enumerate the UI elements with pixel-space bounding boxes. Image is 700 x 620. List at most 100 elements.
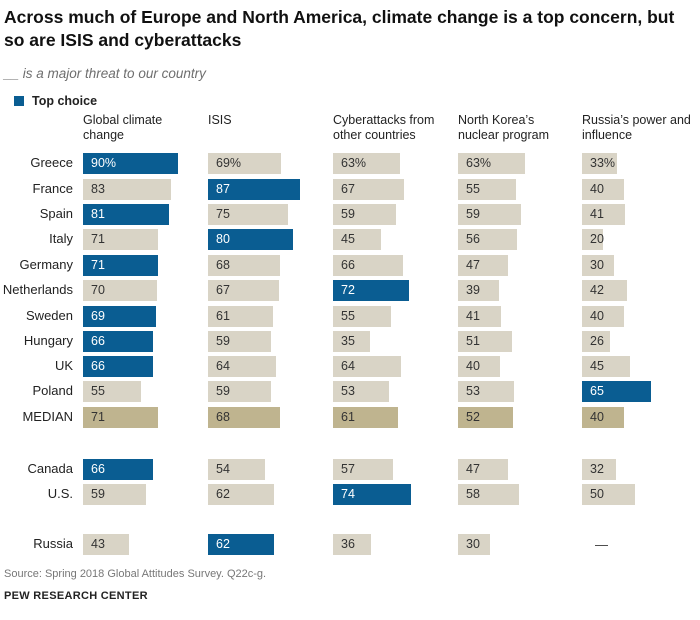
row-label: France <box>32 181 73 196</box>
bar <box>458 204 521 225</box>
bar-value-label: 70 <box>91 283 105 297</box>
bar-median <box>458 407 513 428</box>
bar <box>582 280 627 301</box>
bar <box>83 280 157 301</box>
bar <box>582 306 624 327</box>
bar <box>83 179 171 200</box>
bar-top-choice <box>582 381 651 402</box>
column-header: North Korea’s nuclear program <box>458 113 550 142</box>
bar <box>458 381 514 402</box>
row-label: Poland <box>32 383 73 398</box>
bar-value-label: 56 <box>466 232 480 246</box>
bar-value-label: 26 <box>590 334 604 348</box>
bar-value-label: 42 <box>590 283 604 297</box>
bar-value-label: 43 <box>91 537 105 551</box>
bar-median <box>582 407 624 428</box>
bar-value-label: 65 <box>590 384 604 398</box>
bar-top-choice <box>333 484 411 505</box>
row-label: U.S. <box>47 486 73 501</box>
bar <box>458 306 501 327</box>
bar-value-label: 33% <box>590 156 616 170</box>
bar-value-label: 61 <box>216 309 230 323</box>
bar <box>458 153 525 174</box>
bar-value-label: 51 <box>466 334 480 348</box>
bar <box>582 153 617 174</box>
bar-value-label: 67 <box>216 283 230 297</box>
row-label: Canada <box>27 461 73 476</box>
bar-value-label: 58 <box>466 487 480 501</box>
row-label: MEDIAN <box>22 409 73 424</box>
bar <box>582 204 625 225</box>
bar-value-label: 74 <box>341 487 355 501</box>
bar-value-label: 40 <box>590 410 604 424</box>
bar <box>458 280 499 301</box>
bar <box>458 331 512 352</box>
bar-value-label: 47 <box>466 258 480 272</box>
bar-top-choice <box>83 204 169 225</box>
row-label: Netherlands <box>2 282 73 297</box>
bar-value-label: 57 <box>341 462 355 476</box>
bar-value-label: 83 <box>91 182 105 196</box>
bar-value-label: 66 <box>91 334 105 348</box>
bar-value-label: 71 <box>91 410 105 424</box>
bar-value-label: 68 <box>216 410 230 424</box>
legend-swatch <box>14 96 24 106</box>
bar <box>333 534 371 555</box>
row-label: Italy <box>49 231 73 246</box>
bar <box>83 484 146 505</box>
bar <box>582 229 603 250</box>
bar <box>208 306 273 327</box>
bar <box>333 153 400 174</box>
bar-value-label: 90% <box>91 156 117 170</box>
row-label: Spain <box>39 206 73 221</box>
row-label: Sweden <box>26 308 73 323</box>
bar-value-label: 66 <box>341 258 355 272</box>
bar-value-label: 39 <box>466 283 480 297</box>
bar-value-label: 71 <box>91 258 105 272</box>
bar <box>582 356 630 377</box>
bar-value-label: 40 <box>590 309 604 323</box>
bar-value-label: 62 <box>216 487 230 501</box>
bar <box>582 459 616 480</box>
bar <box>83 534 129 555</box>
bar-value-label: 45 <box>341 232 355 246</box>
bar-value-label: 55 <box>466 182 480 196</box>
bar <box>208 204 288 225</box>
bar-value-label: 45 <box>590 359 604 373</box>
bar <box>208 459 265 480</box>
bar-value-label: 30 <box>466 537 480 551</box>
bar-top-choice <box>83 356 153 377</box>
bar-value-label: 66 <box>91 462 105 476</box>
bar-value-label: 80 <box>216 232 230 246</box>
bar <box>208 356 276 377</box>
bar-value-label: 62 <box>216 537 230 551</box>
bar <box>333 179 404 200</box>
bar-value-label: 53 <box>466 384 480 398</box>
bar-value-label: 40 <box>466 359 480 373</box>
bar-top-choice <box>83 306 156 327</box>
bar-value-label: 41 <box>590 207 604 221</box>
bar <box>333 306 391 327</box>
bar-value-label: 69 <box>91 309 105 323</box>
bar-value-label: 69% <box>216 156 242 170</box>
row-label: UK <box>54 358 73 373</box>
chart-title: Across much of Europe and North America,… <box>4 7 675 50</box>
source-note: Source: Spring 2018 Global Attitudes Sur… <box>4 568 267 580</box>
legend-label: Top choice <box>32 94 98 108</box>
bar-value-label: 72 <box>341 283 355 297</box>
bar <box>333 255 403 276</box>
bar <box>458 484 519 505</box>
bar-value-label: 71 <box>91 232 105 246</box>
bar <box>458 229 517 250</box>
bar-value-label: 81 <box>91 207 105 221</box>
bar-value-label: 59 <box>341 207 355 221</box>
bar-value-label: 36 <box>341 537 355 551</box>
bar <box>582 255 614 276</box>
bar-value-label: 54 <box>216 462 230 476</box>
bar-top-choice <box>83 459 153 480</box>
bar-median <box>208 407 280 428</box>
bar <box>333 356 401 377</box>
bar <box>458 534 490 555</box>
bar-value-label: 47 <box>466 462 480 476</box>
bar-value-label: 64 <box>216 359 230 373</box>
